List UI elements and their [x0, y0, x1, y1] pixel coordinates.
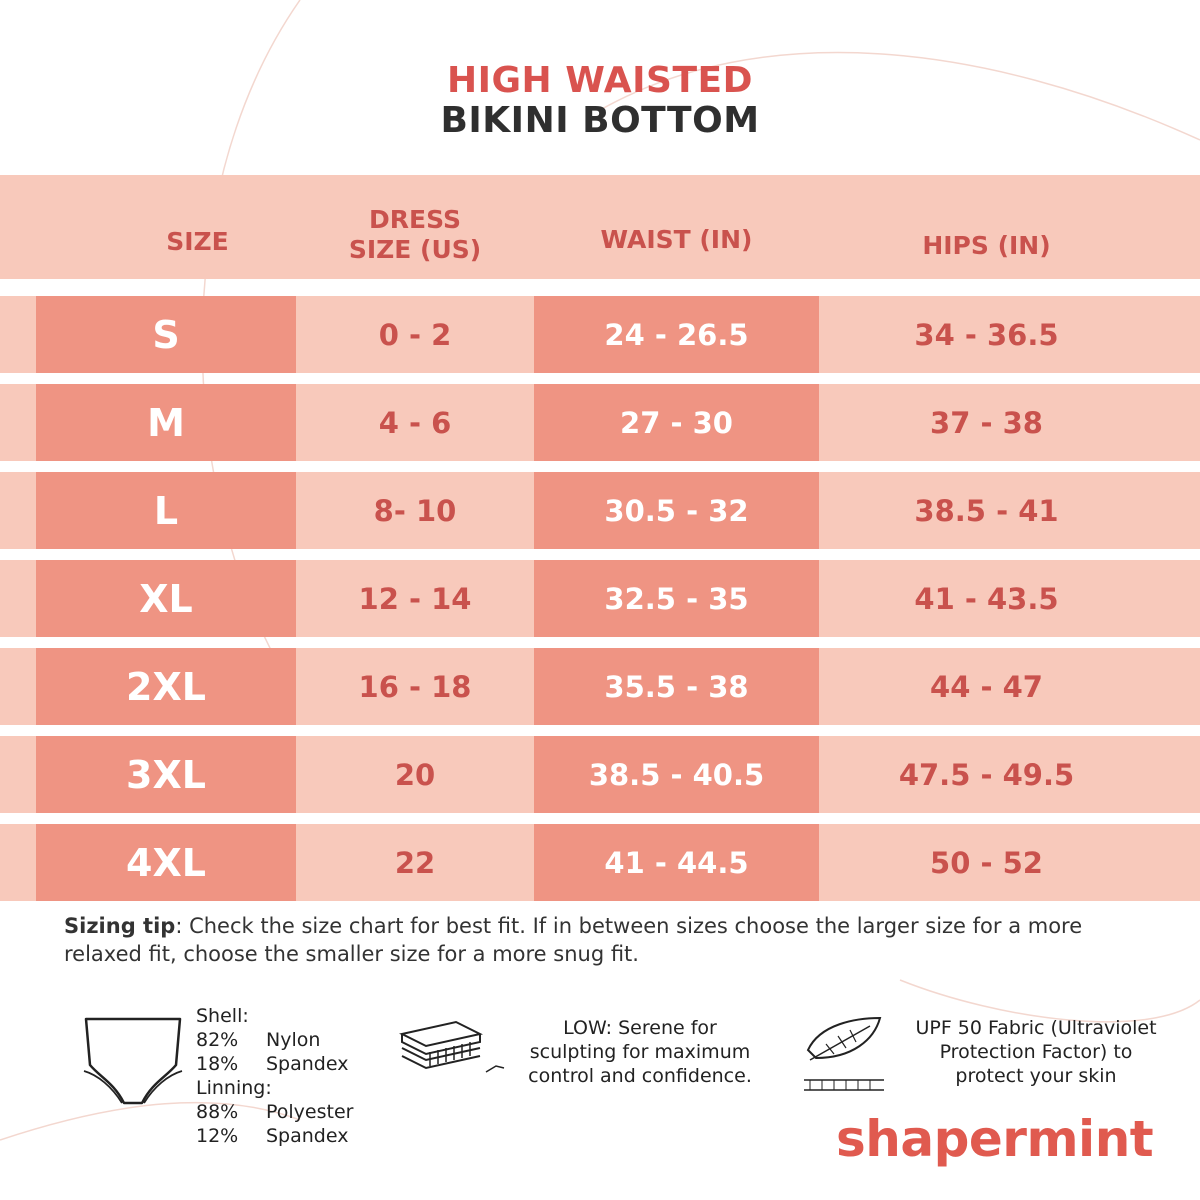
table-row: S 0 - 2 24 - 26.5 34 - 36.5 — [0, 296, 1200, 373]
dress-cell: 22 — [394, 845, 436, 880]
shell-row: 18% Spandex — [196, 1052, 348, 1076]
waist-cell: 41 - 44.5 — [534, 824, 819, 901]
header-dress-line2: SIZE (US) — [348, 235, 482, 264]
size-cell: L — [36, 472, 296, 549]
title-line-2: BIKINI BOTTOM — [440, 100, 760, 141]
hips-cell: 38.5 - 41 — [914, 493, 1059, 528]
table-row: L 8- 10 30.5 - 32 38.5 - 41 — [0, 472, 1200, 549]
size-cell: S — [36, 296, 296, 373]
dress-cell: 0 - 2 — [378, 317, 452, 352]
title-line-1: HIGH WAISTED — [446, 60, 754, 101]
upf-info: UPF 50 Fabric (Ultraviolet Protection Fa… — [898, 1016, 1174, 1088]
lining-pct: 12% — [196, 1125, 239, 1147]
lining-table: 88% Polyester 12% Spandex — [196, 1100, 353, 1148]
shell-fabric: Nylon — [266, 1029, 321, 1051]
dress-cell: 4 - 6 — [378, 405, 452, 440]
materials-info: Shell: 82% Nylon 18% Spandex Linning: 88% P… — [196, 1004, 353, 1148]
hips-cell: 37 - 38 — [930, 405, 1043, 440]
header-dress-line1: DRESS — [369, 205, 461, 234]
hips-cell: 47.5 - 49.5 — [898, 757, 1075, 792]
sizing-tip-text: : Check the size chart for best fit. If … — [64, 914, 1083, 966]
shell-fabric: Spandex — [266, 1053, 349, 1075]
compression-text-l1: LOW: Serene for — [563, 1017, 717, 1039]
table-header: SIZE DRESS SIZE (US) WAIST (IN) HIPS (IN… — [0, 175, 1200, 279]
table-row: 4XL 22 41 - 44.5 50 - 52 — [0, 824, 1200, 901]
dress-cell: 16 - 18 — [358, 669, 472, 704]
hips-cell: 34 - 36.5 — [914, 317, 1059, 352]
header-size: SIZE — [166, 227, 229, 256]
shell-label: Shell: — [196, 1005, 249, 1027]
waist-cell: 32.5 - 35 — [534, 560, 819, 637]
waist-cell: 27 - 30 — [534, 384, 819, 461]
compression-text-l2: sculpting for maximum — [529, 1041, 751, 1063]
hips-cell: 50 - 52 — [930, 845, 1043, 880]
upf-text-l1: UPF 50 Fabric (Ultraviolet — [915, 1017, 1157, 1039]
shell-pct: 82% — [196, 1029, 239, 1051]
waist-cell: 24 - 26.5 — [534, 296, 819, 373]
lining-row: 88% Polyester — [196, 1100, 353, 1124]
size-cell: M — [36, 384, 296, 461]
sizing-tip-label: Sizing tip — [64, 914, 176, 938]
dress-cell: 8- 10 — [373, 493, 457, 528]
shell-row: 82% Nylon — [196, 1028, 348, 1052]
dress-cell: 20 — [394, 757, 436, 792]
table-row: XL 12 - 14 32.5 - 35 41 - 43.5 — [0, 560, 1200, 637]
header-waist: WAIST (IN) — [600, 225, 753, 254]
waist-cell: 30.5 - 32 — [534, 472, 819, 549]
waist-cell: 35.5 - 38 — [534, 648, 819, 725]
waist-cell: 38.5 - 40.5 — [534, 736, 819, 813]
hips-cell: 41 - 43.5 — [914, 581, 1059, 616]
lining-pct: 88% — [196, 1101, 239, 1123]
compression-info: LOW: Serene for sculpting for maximum co… — [512, 1016, 768, 1088]
size-cell: 4XL — [36, 824, 296, 901]
size-cell: XL — [36, 560, 296, 637]
lining-fabric: Polyester — [266, 1101, 354, 1123]
lining-fabric: Spandex — [266, 1125, 349, 1147]
compression-text-l3: control and confidence. — [528, 1065, 752, 1087]
lining-label: Linning: — [196, 1077, 272, 1099]
upf-text-l3: protect your skin — [955, 1065, 1117, 1087]
shell-pct: 18% — [196, 1053, 239, 1075]
size-cell: 3XL — [36, 736, 296, 813]
upf-text-l2: Protection Factor) to — [939, 1041, 1133, 1063]
size-cell: 2XL — [36, 648, 296, 725]
shell-table: 82% Nylon 18% Spandex — [196, 1028, 348, 1076]
feather-icon — [804, 1016, 884, 1091]
briefs-icon — [83, 1017, 183, 1105]
header-hips: HIPS (IN) — [922, 231, 1051, 260]
fabric-layers-icon — [399, 1020, 505, 1073]
lining-row: 12% Spandex — [196, 1124, 353, 1148]
dress-cell: 12 - 14 — [358, 581, 472, 616]
table-row: 3XL 20 38.5 - 40.5 47.5 - 49.5 — [0, 736, 1200, 813]
sizing-tip: Sizing tip: Check the size chart for bes… — [64, 912, 1144, 968]
hips-cell: 44 - 47 — [930, 669, 1043, 704]
header-dress: DRESS SIZE (US) — [296, 205, 534, 265]
brand-logo: shapermint — [836, 1110, 1154, 1168]
table-row: M 4 - 6 27 - 30 37 - 38 — [0, 384, 1200, 461]
table-row: 2XL 16 - 18 35.5 - 38 44 - 47 — [0, 648, 1200, 725]
